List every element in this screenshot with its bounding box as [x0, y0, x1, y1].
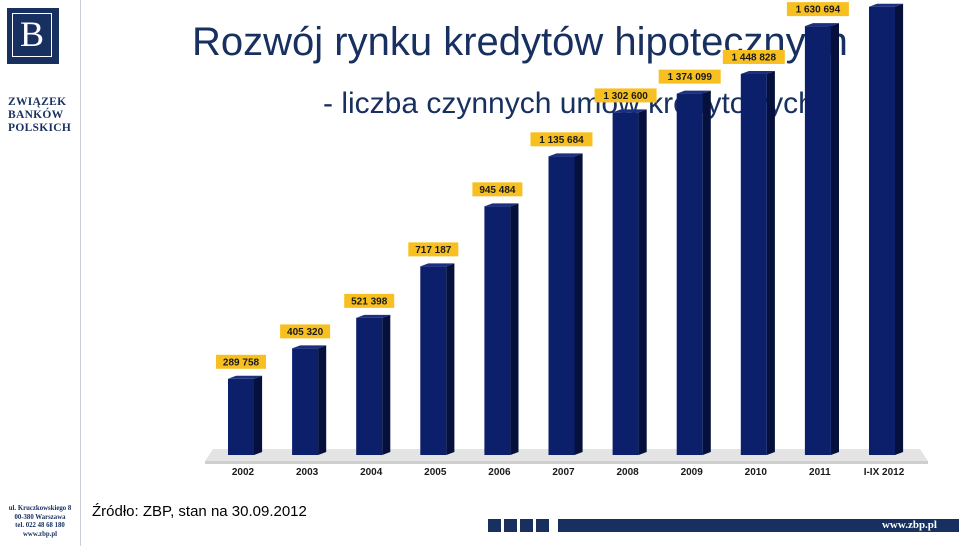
data-label: 1 135 684 — [539, 135, 584, 146]
bar-top — [484, 203, 519, 207]
bar-top — [612, 109, 647, 113]
data-label-box — [658, 69, 721, 84]
data-label-box — [344, 293, 395, 308]
data-label: 521 398 — [351, 296, 388, 307]
bar — [420, 266, 447, 455]
x-tick-label: 2002 — [232, 467, 255, 478]
x-tick-label: I-IX 2012 — [864, 467, 905, 478]
bar-side — [382, 314, 391, 455]
bar — [484, 206, 511, 455]
zbp-logo: B — [7, 8, 59, 64]
chart-floor-edge — [205, 461, 928, 464]
address-line: www.zbp.pl — [23, 530, 57, 538]
bar-top — [548, 153, 583, 157]
bar — [676, 93, 703, 455]
x-tick-label: 2003 — [296, 467, 319, 478]
bar-side — [766, 70, 775, 455]
data-label-box — [280, 324, 331, 339]
source-note: Źródło: ZBP, stan na 30.09.2012 — [92, 503, 307, 520]
bar-side — [318, 345, 327, 455]
footer-bar: www.zbp.pl — [488, 519, 959, 532]
bar-top — [420, 263, 455, 267]
bar-top — [292, 345, 327, 349]
bar — [804, 26, 831, 456]
logo-letter: B — [12, 13, 52, 57]
organization-address: ul. Kruczkowskiego 8 00-380 Warszawa tel… — [2, 505, 78, 539]
footer-square — [504, 519, 517, 532]
bar-top — [869, 3, 904, 7]
footer-square — [488, 519, 501, 532]
bar-side — [702, 90, 711, 455]
data-label: 1 302 600 — [603, 91, 648, 102]
data-label-box — [216, 354, 266, 369]
x-tick-label: 2005 — [424, 467, 447, 478]
organization-name: ZWIĄZEK BANKÓW POLSKICH — [8, 96, 72, 135]
bar — [612, 112, 639, 455]
bar-top — [228, 375, 263, 379]
slide-subtitle: - liczba czynnych umów kredytowych — [323, 87, 815, 120]
organization-name-line: ZWIĄZEK — [8, 96, 67, 108]
bar — [356, 317, 383, 455]
data-label-box — [786, 2, 849, 17]
data-label-box — [472, 182, 523, 197]
data-label-box — [594, 88, 657, 103]
x-tick-label: 2008 — [616, 467, 639, 478]
data-label: 289 758 — [223, 357, 260, 368]
x-tick-label: 2007 — [552, 467, 575, 478]
data-label: 405 320 — [287, 327, 324, 338]
data-label: 1 448 828 — [732, 52, 777, 63]
address-line: ul. Kruczkowskiego 8 — [8, 505, 72, 512]
bar-top — [676, 90, 711, 94]
bar-side — [446, 263, 455, 455]
chart-bars — [228, 3, 904, 456]
bar-side — [574, 153, 583, 455]
x-tick-label: 2011 — [809, 467, 831, 478]
bar-top — [804, 23, 839, 27]
footer-url-bar: www.zbp.pl — [558, 519, 959, 532]
data-label-box — [408, 242, 459, 257]
bar-side — [830, 23, 839, 456]
footer-square — [536, 519, 549, 532]
organization-name-line: POLSKICH — [8, 122, 72, 134]
x-tick-label: 2004 — [360, 467, 383, 478]
footer-square — [520, 519, 533, 532]
bar-top — [356, 314, 391, 318]
data-label-box — [722, 49, 785, 64]
chart-x-tick-labels: 2002 2003 2004 2005 2006 2007 2008 2009 2010 2011… — [232, 467, 905, 478]
bar-side — [638, 109, 647, 455]
x-tick-label: 2009 — [681, 467, 704, 478]
bar — [228, 378, 254, 455]
bar-top — [740, 70, 775, 74]
chart-data-labels: 289 758 405 320 521 398 717 187 945 484 1 135… — [216, 2, 849, 369]
organization-name-line: BANKÓW — [8, 109, 64, 121]
bar — [740, 73, 767, 455]
x-tick-label: 2010 — [745, 467, 768, 478]
data-label: 1 630 694 — [796, 5, 841, 16]
data-label: 1 374 099 — [667, 72, 712, 83]
footer-url[interactable]: www.zbp.pl — [881, 519, 937, 531]
data-label-box — [530, 132, 593, 147]
data-label: 945 484 — [479, 185, 516, 196]
bar — [869, 6, 895, 456]
data-label: 717 187 — [415, 245, 452, 256]
address-line: tel. 022 48 68 180 — [15, 522, 65, 530]
address-line: 00-380 Warszawa — [14, 513, 66, 521]
brand-sidebar: B ZWIĄZEK BANKÓW POLSKICH ul. Kruczkowsk… — [0, 0, 72, 546]
x-tick-label: 2006 — [488, 467, 511, 478]
bar — [548, 156, 575, 455]
sidebar-divider — [80, 0, 81, 546]
bar-side — [895, 3, 904, 456]
bar-side — [510, 203, 519, 455]
bar — [292, 348, 319, 455]
bar-side — [254, 375, 263, 455]
